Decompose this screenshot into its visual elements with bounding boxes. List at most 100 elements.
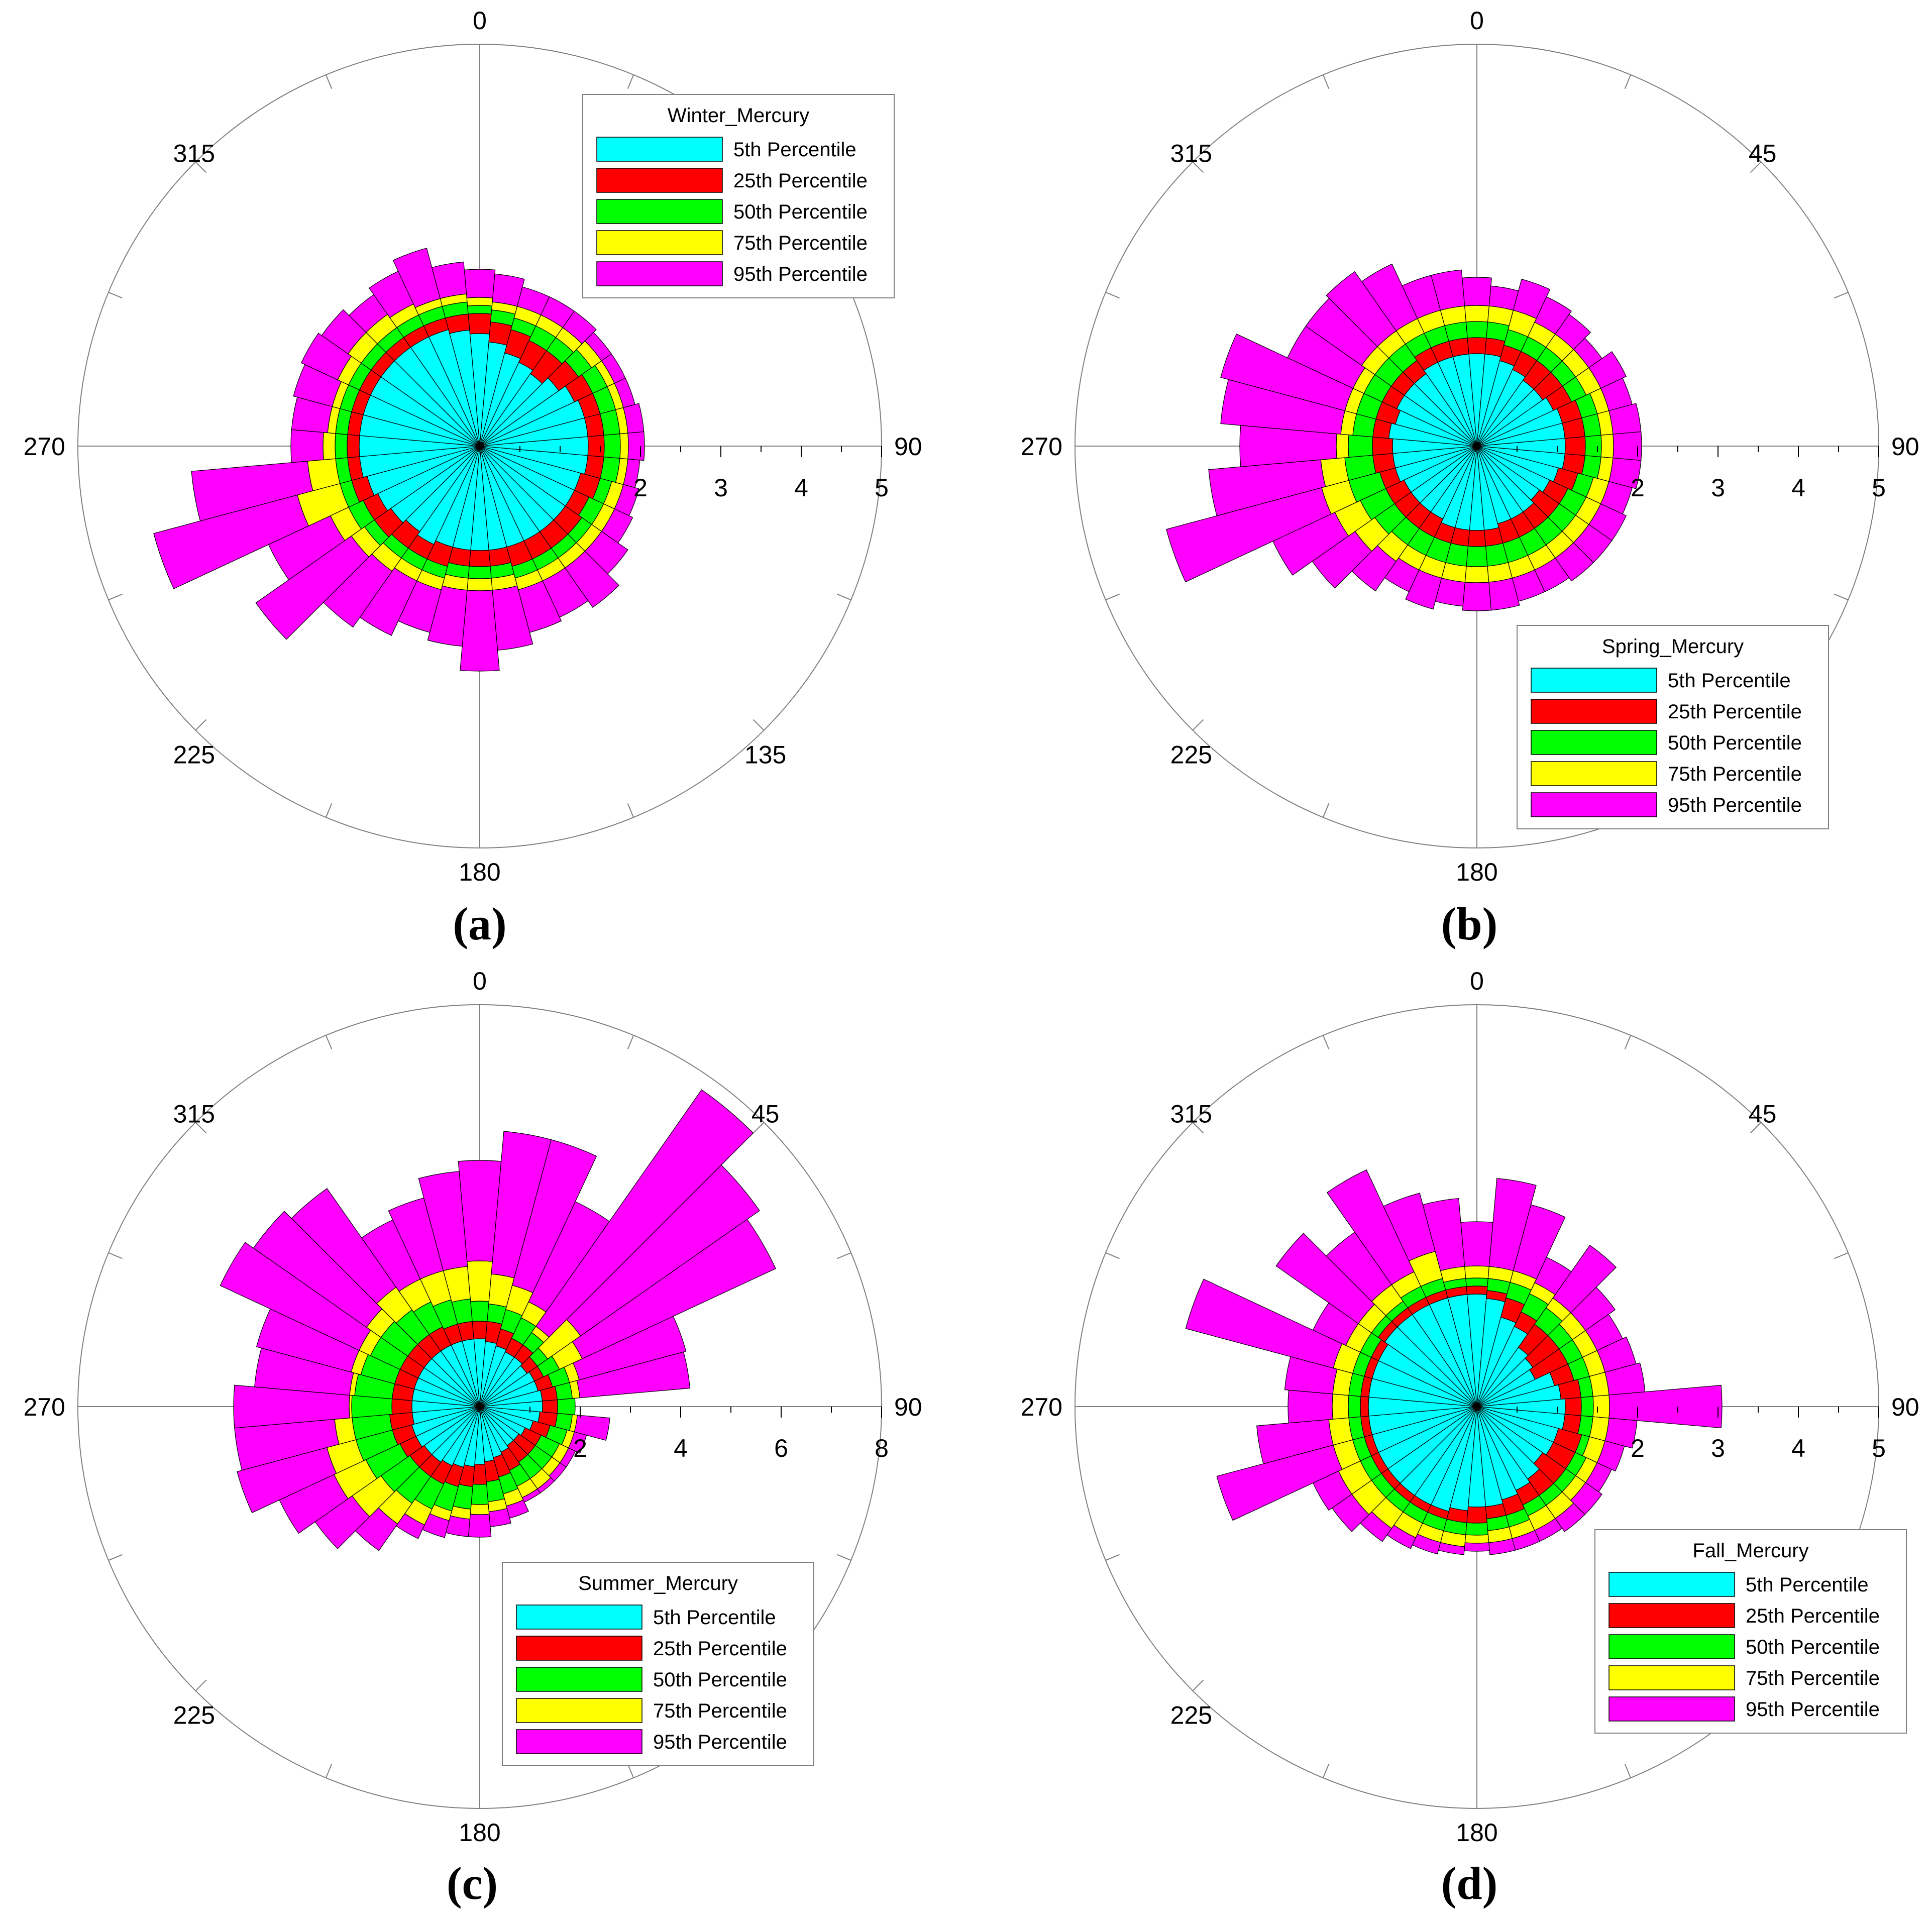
angle-tick bbox=[1834, 1252, 1849, 1259]
angle-tick bbox=[325, 1764, 333, 1778]
wedge-bar bbox=[1431, 269, 1465, 311]
wedge-bar bbox=[290, 429, 324, 463]
legend-label: 95th Percentile bbox=[1746, 1698, 1880, 1721]
radial-tick-label: 4 bbox=[794, 474, 808, 502]
legend: Fall_Mercury 5th Percentile 25th Percentil… bbox=[1594, 1529, 1907, 1734]
wedge-bar bbox=[1465, 1522, 1488, 1536]
wedge-bar bbox=[470, 1301, 489, 1322]
wedge-bar bbox=[472, 1321, 488, 1340]
legend-label: 5th Percentile bbox=[733, 139, 856, 161]
center-dot bbox=[477, 443, 483, 449]
angle-tick bbox=[753, 719, 765, 731]
wedge-bar bbox=[469, 550, 491, 567]
angle-tick bbox=[1192, 161, 1204, 173]
wedge-bar bbox=[471, 1483, 489, 1505]
wedge-bar bbox=[1467, 337, 1487, 355]
legend-label: 75th Percentile bbox=[653, 1700, 787, 1722]
panel-letter: (c) bbox=[447, 1858, 498, 1909]
wedge-bar bbox=[335, 433, 348, 459]
angle-label: 315 bbox=[173, 1100, 215, 1128]
center-dot bbox=[477, 1404, 483, 1410]
radial-tick-label: 5 bbox=[875, 474, 889, 502]
radial-tick-label: 6 bbox=[774, 1434, 788, 1462]
legend-label: 50th Percentile bbox=[1746, 1636, 1880, 1658]
angle-tick bbox=[1322, 803, 1330, 818]
legend-label: 5th Percentile bbox=[1668, 670, 1791, 692]
wedge-bar bbox=[391, 1399, 413, 1415]
legend-label: 75th Percentile bbox=[1746, 1667, 1880, 1689]
center-dot bbox=[1474, 1404, 1480, 1410]
wedge-bar bbox=[1466, 1286, 1488, 1295]
legend-label: 25th Percentile bbox=[733, 170, 868, 192]
angle-label: 90 bbox=[894, 1393, 922, 1421]
polar-panel: 246804590135180225270315Summer_Mercury5t… bbox=[24, 967, 922, 1909]
wedge-bar bbox=[220, 1242, 371, 1351]
legend-label: 95th Percentile bbox=[653, 1731, 787, 1753]
angle-tick bbox=[1322, 74, 1330, 89]
angle-tick bbox=[108, 593, 123, 601]
wedge-bar bbox=[1584, 435, 1602, 458]
angle-label: 0 bbox=[1470, 967, 1484, 995]
legend-label: 50th Percentile bbox=[733, 201, 868, 223]
legend-swatch bbox=[516, 1667, 642, 1692]
angle-label: 315 bbox=[1170, 139, 1212, 167]
angle-label: 0 bbox=[473, 7, 487, 35]
wedge-bar bbox=[467, 578, 493, 591]
radial-tick-label: 2 bbox=[1631, 1434, 1645, 1462]
legend-label: 25th Percentile bbox=[1668, 701, 1802, 723]
legend-swatch bbox=[1608, 1634, 1735, 1659]
angle-tick bbox=[108, 1252, 123, 1259]
angle-label: 90 bbox=[894, 433, 922, 461]
angle-label: 90 bbox=[1891, 1393, 1919, 1421]
wedge-bar bbox=[466, 297, 493, 306]
wedge-bar bbox=[1592, 1395, 1610, 1419]
angle-tick bbox=[325, 74, 333, 89]
angle-tick bbox=[195, 1122, 207, 1134]
legend-label: 5th Percentile bbox=[653, 1606, 776, 1629]
wedge-bar bbox=[1287, 1389, 1333, 1424]
radial-tick-label: 4 bbox=[1791, 1434, 1805, 1462]
legend-title: Summer_Mercury bbox=[578, 1572, 738, 1594]
legend-title: Spring_Mercury bbox=[1602, 635, 1744, 658]
legend-label: 95th Percentile bbox=[733, 263, 868, 285]
wedge-bar bbox=[1467, 529, 1486, 547]
angle-tick bbox=[195, 719, 207, 731]
wedge-bar bbox=[1513, 1204, 1566, 1280]
wedge-bar bbox=[557, 1398, 576, 1416]
center-dot bbox=[1474, 443, 1480, 449]
legend-label: 25th Percentile bbox=[653, 1638, 787, 1660]
wedge-bar bbox=[323, 432, 336, 460]
wedge-bar bbox=[1462, 277, 1492, 306]
panel-letter: (a) bbox=[453, 898, 506, 949]
angle-tick bbox=[1105, 593, 1120, 601]
wedge-bar bbox=[1464, 1534, 1489, 1544]
polar-panel: 234504590135180225270315Fall_Mercury5th … bbox=[1021, 967, 1919, 1909]
legend: Spring_Mercury 5th Percentile 25th Percent… bbox=[1517, 625, 1829, 829]
wedge-bar bbox=[1372, 437, 1393, 456]
angle-tick bbox=[627, 74, 634, 89]
wedge-bar bbox=[1464, 566, 1489, 583]
wedge-bar bbox=[1462, 582, 1492, 611]
angle-label: 270 bbox=[24, 433, 65, 461]
legend-title: Winter_Mercury bbox=[668, 104, 809, 127]
wedge-bar bbox=[468, 1514, 492, 1538]
wedge-bar bbox=[572, 1219, 776, 1359]
angle-tick bbox=[1105, 291, 1120, 299]
angle-label: 225 bbox=[173, 741, 215, 769]
legend-title: Fall_Mercury bbox=[1692, 1540, 1808, 1562]
legend: Winter_Mercury 5th Percentile 25th Percent… bbox=[582, 94, 895, 298]
wedge-bar bbox=[1464, 305, 1490, 323]
wedge-bar bbox=[535, 1089, 754, 1338]
wedge-bar bbox=[470, 1504, 490, 1515]
legend-swatch bbox=[596, 261, 723, 286]
angle-tick bbox=[627, 803, 634, 818]
angle-label: 180 bbox=[1456, 858, 1497, 886]
wedge-bar bbox=[619, 433, 629, 460]
angle-tick bbox=[1105, 1252, 1120, 1259]
wedge-bar bbox=[472, 1463, 487, 1485]
angle-tick bbox=[1624, 1764, 1632, 1778]
wedge-bar bbox=[488, 1508, 511, 1527]
angle-label: 45 bbox=[752, 1100, 780, 1128]
legend-swatch bbox=[516, 1604, 642, 1630]
angle-tick bbox=[108, 1554, 123, 1561]
